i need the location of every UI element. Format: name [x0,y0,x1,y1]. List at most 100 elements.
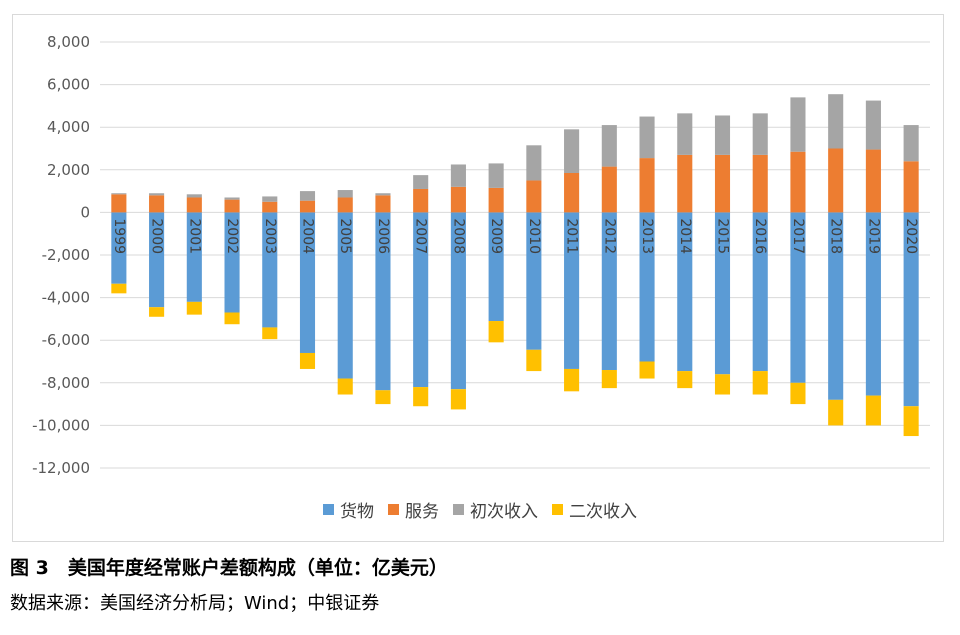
bar-secondary-income [828,399,844,426]
legend-label-secondary-income: 二次收入 [569,502,637,522]
bar-services [224,199,240,213]
bar-services [149,195,165,213]
figure-caption-title: 图 3 美国年度经常账户差额构成（单位：亿美元） [10,557,448,579]
legend-label-services: 服务 [405,502,439,522]
bar-goods [149,212,165,308]
bar-primary-income [828,94,844,149]
bar-goods [299,212,316,353]
bar-secondary-income [224,312,240,325]
x-category-label: 2008 [450,218,466,254]
bar-services [337,197,353,213]
bar-goods [752,212,768,372]
bar-secondary-income [903,406,919,437]
bars [111,94,919,437]
y-tick-label: 2,000 [47,161,90,179]
bar-primary-income [299,191,316,201]
bar-secondary-income [111,283,127,294]
x-category-label: 2020 [903,218,919,254]
bar-secondary-income [790,382,806,405]
bar-services [375,195,391,213]
bar-secondary-income [299,352,316,369]
x-category-label: 2014 [677,218,693,254]
legend-item-services: 服务 [388,497,439,522]
x-category-label: 2002 [224,218,240,254]
x-category-label: 2013 [639,218,655,254]
y-tick-label: 8,000 [47,33,90,51]
bar-services [186,197,202,213]
bar-services [714,154,731,213]
bar-services [488,187,504,213]
x-category-label: 2005 [337,218,353,254]
bar-secondary-income [714,374,731,395]
bar-goods [790,212,806,383]
legend-swatch-services [388,504,399,515]
bar-secondary-income [413,387,429,407]
bar-goods [224,212,240,313]
bar-secondary-income [375,390,391,405]
bar-primary-income [450,164,466,187]
bar-goods [262,212,278,328]
bar-services [262,201,278,213]
bar-goods [714,212,731,375]
chart-frame [12,14,944,542]
bar-goods [375,212,391,391]
y-tick-label: -4,000 [42,289,90,307]
bar-secondary-income [488,321,504,343]
legend-label-goods: 货物 [340,502,374,522]
legend-swatch-goods [323,504,334,515]
x-category-label: 2010 [526,218,542,254]
legend-swatch-secondary-income [552,504,563,515]
bar-chart: 8,000 6,000 4,000 2,000 0 -2,000 -4,000 -6,000 -… [32,33,930,477]
legend: 货物 服务 初次收入 二次收入 [0,497,960,522]
bar-goods [413,212,429,388]
bar-goods [677,212,693,372]
bar-primary-income [337,190,353,198]
bar-secondary-income [752,371,768,395]
y-tick-label: 6,000 [47,76,90,94]
x-category-label: 2016 [752,218,768,254]
bar-goods [865,212,881,396]
bar-services [677,154,693,213]
bar-services [450,186,466,213]
legend-swatch-primary-income [453,504,464,515]
bar-primary-income [714,115,731,155]
bar-services [790,151,806,213]
bar-primary-income [488,163,504,188]
bar-services [413,188,429,213]
bar-primary-income [639,116,655,159]
x-category-label: 1999 [111,218,127,254]
legend-label-primary-income: 初次收入 [470,502,538,522]
bar-goods [337,212,353,379]
bar-services [564,172,580,213]
bar-services [865,149,881,213]
bar-services [752,154,768,213]
bar-secondary-income [450,389,466,410]
y-tick-label: -12,000 [32,459,90,477]
bar-primary-income [149,193,165,196]
bar-goods [450,212,466,390]
bar-goods [639,212,655,362]
bar-primary-income [224,197,240,200]
bar-goods [526,212,542,350]
y-tick-label: 0 [80,203,90,221]
bar-secondary-income [337,378,353,395]
x-category-label: 2019 [865,218,881,254]
bar-services [639,158,655,213]
y-tick-label: -6,000 [42,331,90,349]
bar-primary-income [375,193,391,196]
legend-item-primary-income: 初次收入 [453,497,538,522]
bar-secondary-income [564,368,580,392]
bar-primary-income [677,113,693,155]
bar-services [903,161,919,213]
x-category-label: 2009 [488,218,504,254]
x-category-label: 2015 [715,218,731,254]
x-category-label: 2000 [149,218,165,254]
x-category-label: 2012 [601,218,617,254]
bar-secondary-income [601,370,617,389]
legend-item-goods: 货物 [323,497,374,522]
bar-goods [111,212,127,284]
bar-services [601,166,617,213]
x-category-label: 2018 [828,218,844,254]
legend-item-secondary-income: 二次收入 [552,497,637,522]
x-category-label: 2017 [790,218,806,254]
